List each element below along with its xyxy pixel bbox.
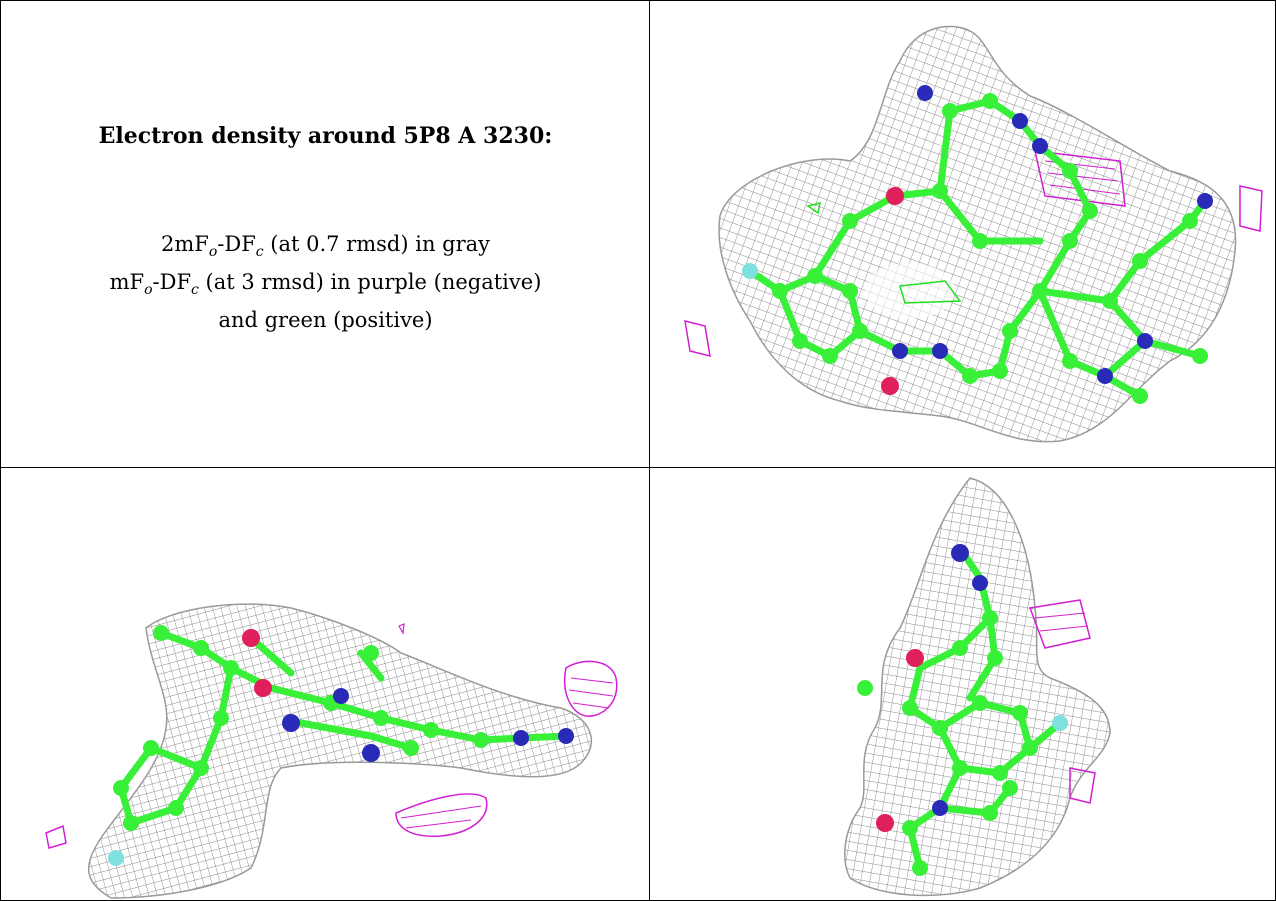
view-bottom-left (1, 468, 649, 900)
border-center (649, 0, 650, 901)
border-left (0, 0, 1, 901)
caption-title: Electron density around 5P8 A 3230: (98, 123, 553, 149)
legend-line-fofc: mFo-DFc (at 3 rmsd) in purple (negative) (109, 270, 542, 299)
negative-density (1034, 150, 1126, 207)
ligand-atoms (108, 625, 574, 866)
view-bottom-right (650, 468, 1275, 900)
border-top (0, 0, 1276, 1)
ligand-atoms (857, 544, 1068, 876)
mesh-2fofc (87, 603, 592, 899)
legend-line-positive: and green (positive) (218, 308, 433, 333)
ligand-atoms (742, 85, 1213, 404)
legend-line-2fofc: 2mFo-DFc (at 0.7 rmsd) in gray (160, 232, 491, 261)
density-render-bottom-right (844, 477, 1111, 897)
caption-legend: 2mFo-DFc (at 0.7 rmsd) in gray mFo-DFc (… (1, 229, 649, 335)
border-middle (0, 467, 1276, 468)
positive-density (899, 280, 962, 304)
negative-density (1028, 599, 1091, 649)
view-top-right (650, 1, 1275, 467)
density-render-bottom-left (45, 603, 618, 899)
negative-density (564, 660, 618, 717)
caption-cell: Electron density around 5P8 A 3230: 2mFo… (1, 1, 649, 467)
density-render-top-right (684, 25, 1263, 443)
